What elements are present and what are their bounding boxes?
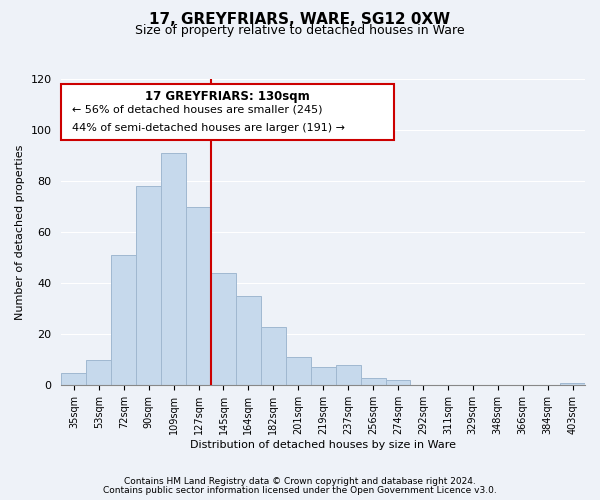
Bar [111, 255, 136, 386]
Bar [236, 296, 261, 386]
Bar [261, 326, 286, 386]
Text: 44% of semi-detached houses are larger (191) →: 44% of semi-detached houses are larger (… [72, 122, 345, 132]
Text: 17, GREYFRIARS, WARE, SG12 0XW: 17, GREYFRIARS, WARE, SG12 0XW [149, 12, 451, 28]
Bar [136, 186, 161, 386]
Bar [361, 378, 386, 386]
Text: ← 56% of detached houses are smaller (245): ← 56% of detached houses are smaller (24… [72, 104, 322, 114]
FancyBboxPatch shape [61, 84, 394, 140]
Bar [335, 365, 361, 386]
Text: Size of property relative to detached houses in Ware: Size of property relative to detached ho… [135, 24, 465, 37]
Text: Contains HM Land Registry data © Crown copyright and database right 2024.: Contains HM Land Registry data © Crown c… [124, 477, 476, 486]
Bar [161, 153, 186, 386]
Bar [86, 360, 111, 386]
Bar [286, 358, 311, 386]
Y-axis label: Number of detached properties: Number of detached properties [15, 144, 25, 320]
Text: 17 GREYFRIARS: 130sqm: 17 GREYFRIARS: 130sqm [145, 90, 310, 102]
X-axis label: Distribution of detached houses by size in Ware: Distribution of detached houses by size … [190, 440, 456, 450]
Bar [211, 273, 236, 386]
Bar [560, 383, 585, 386]
Bar [311, 368, 335, 386]
Bar [186, 206, 211, 386]
Bar [386, 380, 410, 386]
Bar [61, 372, 86, 386]
Text: Contains public sector information licensed under the Open Government Licence v3: Contains public sector information licen… [103, 486, 497, 495]
